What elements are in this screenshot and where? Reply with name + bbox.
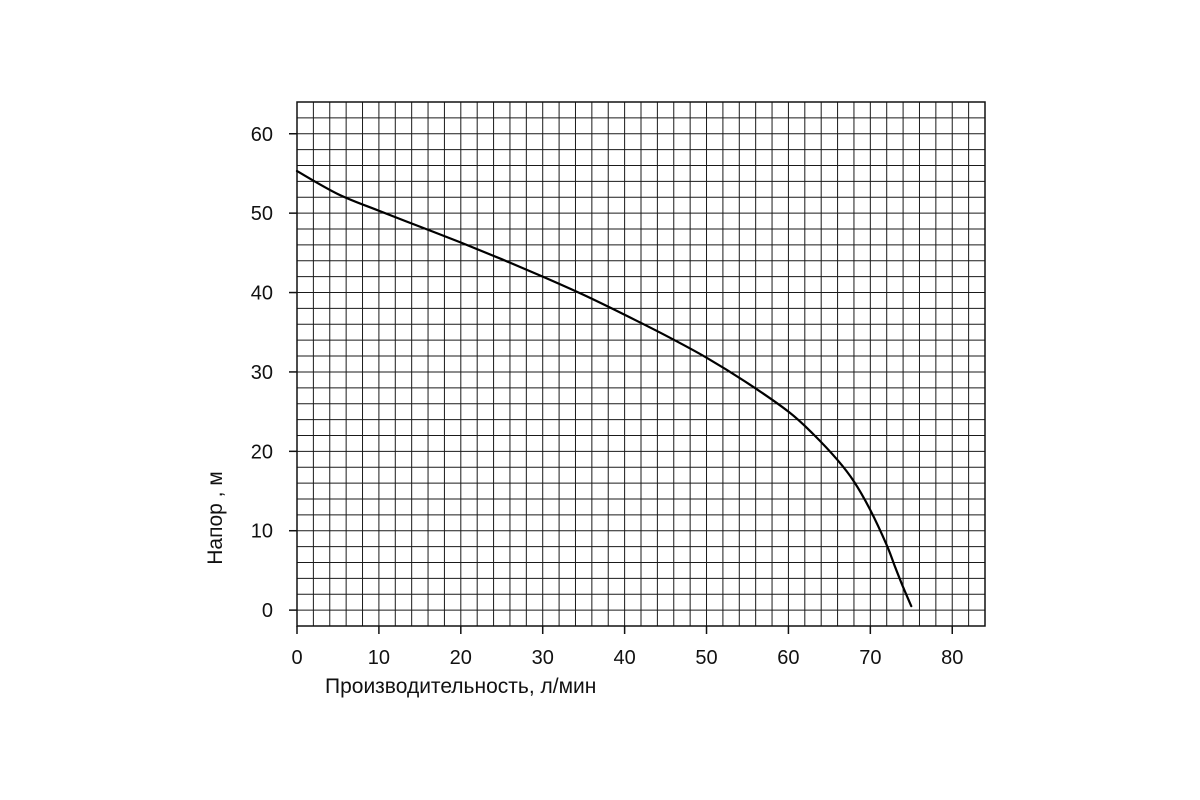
x-tick-label: 0 [291,647,302,669]
x-tick-label: 60 [777,647,799,669]
series-layer [295,169,913,608]
y-tick-label: 30 [251,362,273,384]
series-line [295,169,913,608]
y-tick-label: 60 [251,124,273,146]
x-tick-label: 40 [613,647,635,669]
y-tick-label: 20 [251,441,273,463]
x-tick-label: 10 [368,647,390,669]
plot-frame [296,101,986,627]
grid [296,101,986,627]
y-tick-label: 40 [251,283,273,305]
y-axis-title: Напор , м [204,471,227,565]
y-tick-label: 10 [251,521,273,543]
x-tick-label: 80 [941,647,963,669]
x-axis-title: Производительность, л/мин [325,675,596,698]
y-tick-label: 0 [262,600,273,622]
x-tick-label: 30 [532,647,554,669]
y-tick-label: 50 [251,203,273,225]
tick-labels: 0 10 20 30 40 50 60 70 80 0 10 20 30 40 50 60 [251,124,964,669]
x-tick-label: 50 [695,647,717,669]
x-tick-label: 70 [859,647,881,669]
axes [289,101,986,634]
x-tick-label: 20 [450,647,472,669]
